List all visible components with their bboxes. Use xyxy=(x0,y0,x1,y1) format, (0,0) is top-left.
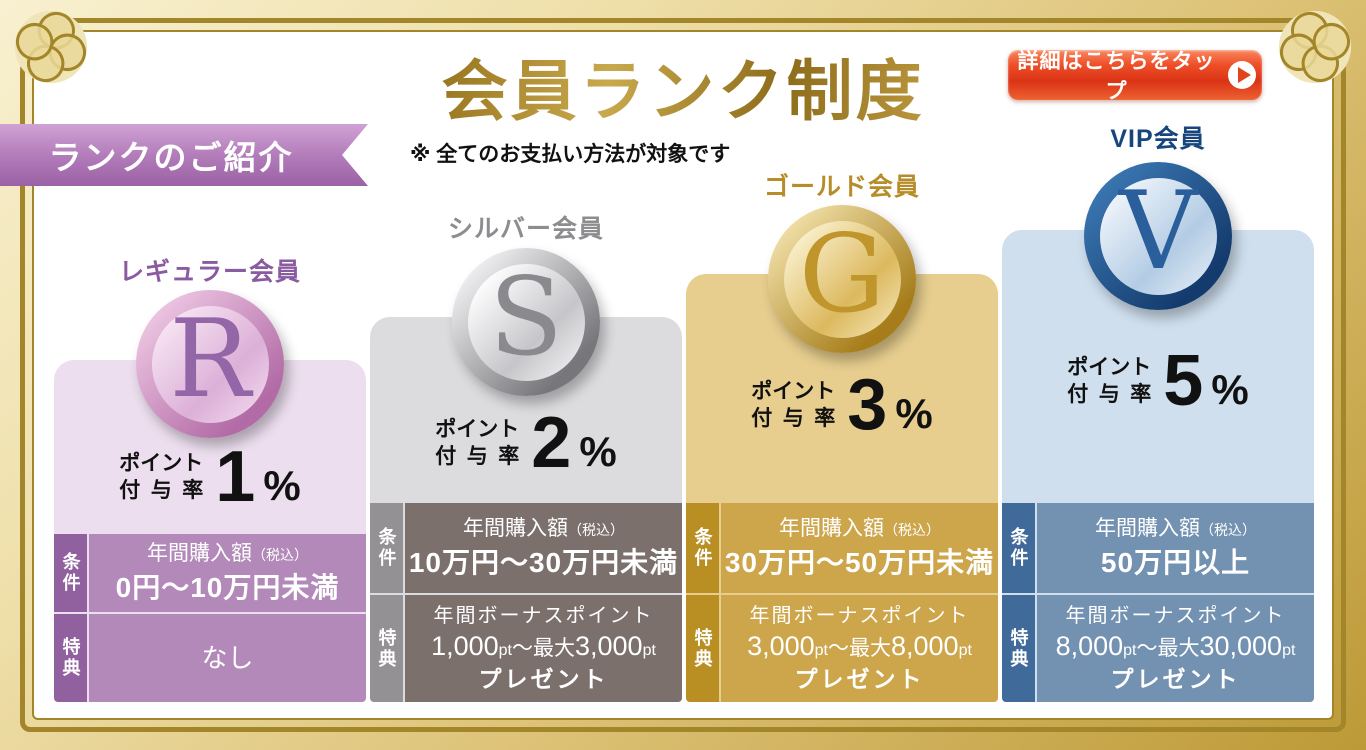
rate-label: ポイント 付与率 xyxy=(119,451,214,503)
rate-label: ポイント 付与率 xyxy=(751,379,846,431)
medal-letter: S xyxy=(489,255,563,380)
rate-label: ポイント 付与率 xyxy=(1067,355,1162,407)
condition-label: 条件 xyxy=(686,503,719,593)
rate-label: ポイント 付与率 xyxy=(435,417,530,469)
condition-value: 30万円〜50万円未満 xyxy=(724,546,995,578)
page-title: 会員ランク制度 xyxy=(442,38,925,134)
payment-note: ※ 全てのお支払い方法が対象です xyxy=(410,143,731,166)
tier-name: ゴールド会員 xyxy=(763,173,920,201)
condition-row: 条件 年間購入額（税込） 10万円〜30万円未満 xyxy=(370,503,682,593)
condition-cell: 年間購入額（税込） 10万円〜30万円未満 xyxy=(405,503,682,593)
rank-medal-vip: V xyxy=(1084,162,1232,310)
gold-frame-outer xyxy=(20,18,1346,732)
benefit-row: 特典 年間ボーナスポイント 3,000pt〜最大8,000pt プレゼント xyxy=(686,595,998,702)
tier-panel: ポイント 付与率 2 % 条件 年間購入額（税込） 10万円〜30万円未満 特典 xyxy=(370,317,682,702)
corner-knot-ornament-icon xyxy=(1278,10,1352,84)
condition-row: 条件 年間購入額（税込） 30万円〜50万円未満 xyxy=(686,503,998,593)
condition-value: 10万円〜30万円未満 xyxy=(408,546,679,578)
cta-label: 詳細はこちらをタップ xyxy=(1017,50,1216,103)
condition-label: 条件 xyxy=(54,534,87,612)
rate-unit: % xyxy=(263,462,301,510)
rate-value: 5 xyxy=(1163,341,1204,421)
rate-unit: % xyxy=(1211,366,1249,414)
benefit-row: 特典 年間ボーナスポイント 1,000pt〜最大3,000pt プレゼント xyxy=(370,595,682,702)
rate-value: 2 xyxy=(531,403,572,483)
condition-label: 条件 xyxy=(370,503,403,593)
play-circle-icon xyxy=(1228,61,1256,89)
benefit-cell: 年間ボーナスポイント 3,000pt〜最大8,000pt プレゼント xyxy=(721,595,998,702)
benefit-label: 特典 xyxy=(54,614,87,702)
rate-value: 1 xyxy=(215,437,256,517)
details-tap-button[interactable]: 詳細はこちらをタップ xyxy=(1008,50,1262,103)
corner-knot-ornament-icon xyxy=(14,10,88,84)
rank-intro-ribbon: ランクのご紹介 xyxy=(0,124,368,186)
condition-cell: 年間購入額（税込） 50万円以上 xyxy=(1037,503,1314,593)
tier-column-gold: ゴールド会員 G ポイント 付与率 3 % 条件 年間購入額（税込） xyxy=(686,0,998,750)
rank-medal-regular: R xyxy=(136,290,284,438)
point-rate: ポイント 付与率 3 % xyxy=(686,365,998,445)
condition-value: 0円〜10万円未満 xyxy=(115,571,340,603)
point-rate: ポイント 付与率 5 % xyxy=(1002,341,1314,421)
benefit-cell: 年間ボーナスポイント 1,000pt〜最大3,000pt プレゼント xyxy=(405,595,682,702)
benefit-label: 特典 xyxy=(1002,595,1035,702)
tier-table: 条件 年間購入額（税込） 10万円〜30万円未満 特典 年間ボーナスポイント 1… xyxy=(370,503,682,702)
benefit-label: 特典 xyxy=(370,595,403,702)
tier-table: 条件 年間購入額（税込） 0円〜10万円未満 特典 なし xyxy=(54,534,366,702)
benefit-none: なし xyxy=(201,642,254,673)
tier-name: レギュラー会員 xyxy=(118,258,301,286)
tier-panel: ポイント 付与率 1 % 条件 年間購入額（税込） 0円〜10万円未満 特典 xyxy=(54,360,366,702)
tier-column-regular: レギュラー会員 R ポイント 付与率 1 % 条件 年間購入額（税込） xyxy=(54,0,366,750)
benefit-cell: 年間ボーナスポイント 8,000pt〜最大30,000pt プレゼント xyxy=(1037,595,1314,702)
medal-letter: R xyxy=(169,297,251,422)
point-rate: ポイント 付与率 2 % xyxy=(370,403,682,483)
tier-table: 条件 年間購入額（税込） 50万円以上 特典 年間ボーナスポイント 8,000p… xyxy=(1002,503,1314,702)
benefit-label: 特典 xyxy=(686,595,719,702)
tier-name: シルバー会員 xyxy=(447,215,604,243)
condition-value: 50万円以上 xyxy=(1100,546,1251,578)
condition-cell: 年間購入額（税込） 0円〜10万円未満 xyxy=(89,534,366,612)
condition-row: 条件 年間購入額（税込） 50万円以上 xyxy=(1002,503,1314,593)
benefit-cell: なし xyxy=(89,614,366,702)
rank-medal-gold: G xyxy=(768,205,916,353)
benefit-row: 特典 年間ボーナスポイント 8,000pt〜最大30,000pt プレゼント xyxy=(1002,595,1314,702)
rate-unit: % xyxy=(579,428,617,476)
rate-value: 3 xyxy=(847,365,888,445)
tier-column-vip: VIP会員 V ポイント 付与率 5 % 条件 年間購入額（税込） xyxy=(1002,0,1314,750)
tier-name: VIP会員 xyxy=(1110,125,1206,153)
rate-unit: % xyxy=(895,390,933,438)
ribbon-label: ランクのご紹介 xyxy=(48,139,294,176)
medal-letter: G xyxy=(798,212,886,337)
benefit-row: 特典 なし xyxy=(54,614,366,702)
rank-medal-silver: S xyxy=(452,248,600,396)
tier-column-silver: シルバー会員 S ポイント 付与率 2 % 条件 年間購入額（税込） xyxy=(370,0,682,750)
medal-letter: V xyxy=(1119,169,1197,294)
tier-table: 条件 年間購入額（税込） 30万円〜50万円未満 特典 年間ボーナスポイント 3… xyxy=(686,503,998,702)
point-rate: ポイント 付与率 1 % xyxy=(54,437,366,517)
condition-label: 条件 xyxy=(1002,503,1035,593)
condition-cell: 年間購入額（税込） 30万円〜50万円未満 xyxy=(721,503,998,593)
condition-row: 条件 年間購入額（税込） 0円〜10万円未満 xyxy=(54,534,366,612)
